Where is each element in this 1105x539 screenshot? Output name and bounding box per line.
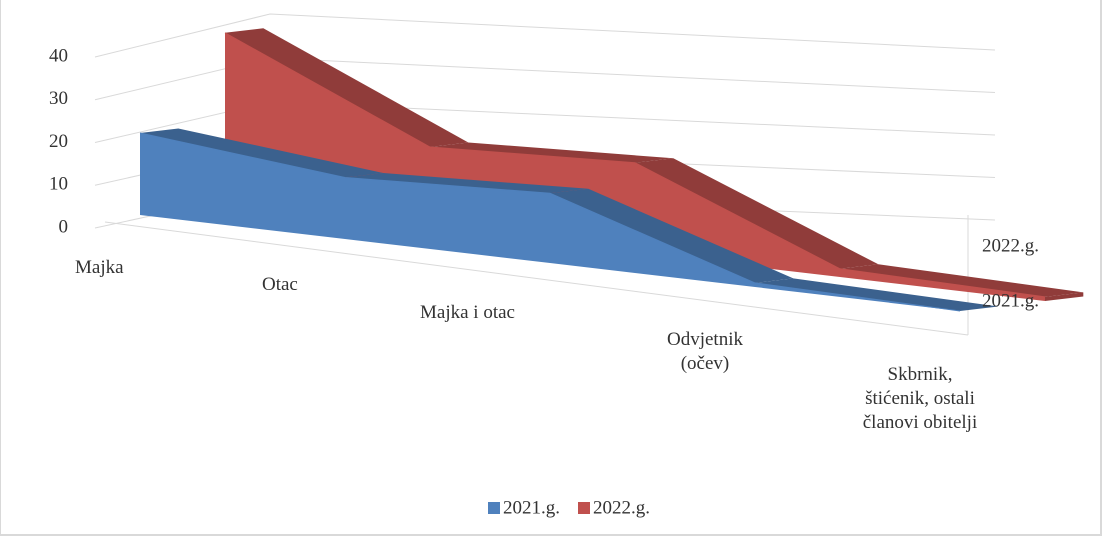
x-tick-label: Skbrnik, štićenik, ostali članovi obitel… [862,364,978,433]
x-tick-label: Majka i otac [420,302,515,323]
legend-label: 2022.g. [593,497,650,518]
area-top [140,128,384,178]
area-end [1045,292,1084,301]
y-tick-label: 30 [49,88,68,109]
area-top [430,142,674,163]
x-tick-label: Odvjetnik (očev) [667,329,743,374]
area-top [755,278,999,311]
area-line [224,32,1046,298]
area-top [345,173,589,194]
x-tick-label: Otac [262,274,298,295]
area-front [225,32,1045,302]
area-top [550,188,794,283]
area-line [139,132,961,312]
y-tick-label: 20 [49,131,68,152]
floor-edge [104,221,969,336]
series-axis-label: 2021.g. [982,290,1039,311]
legend-label: 2021.g. [503,497,560,518]
y-tick-label: 40 [49,45,68,66]
series-axis-label: 2022.g. [982,235,1039,256]
area-top [840,264,1084,297]
area-top [635,158,879,269]
y-tick-label: 0 [59,216,69,237]
area-top [225,28,469,147]
y-tick-label: 10 [49,174,68,195]
legend-swatch [578,502,590,514]
legend-swatch [488,502,500,514]
x-tick-label: Majka [75,257,124,278]
grid-line [94,13,996,58]
